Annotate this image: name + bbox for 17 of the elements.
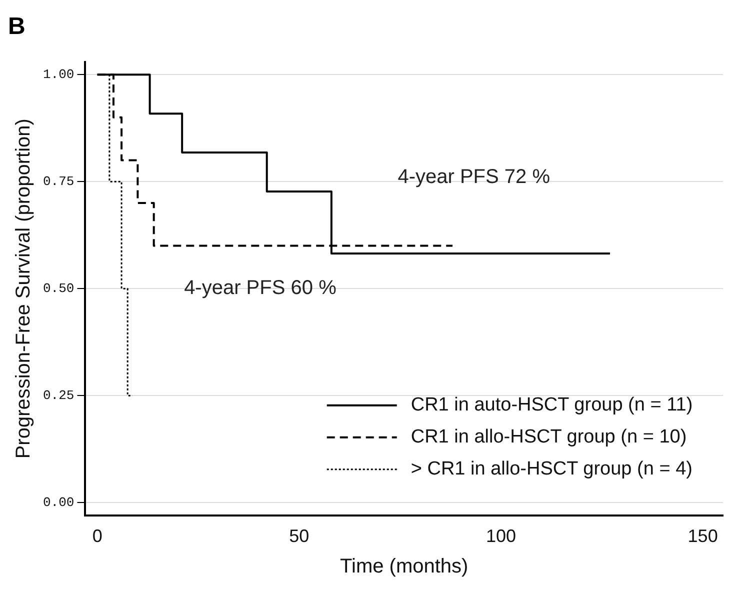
x-axis-title: Time (months) [340, 556, 468, 578]
annotation: 4-year PFS 60 % [184, 277, 337, 300]
y-tick-label: 0.00 [42, 495, 74, 510]
legend-label: > CR1 in allo-HSCT group (n = 4) [410, 458, 692, 480]
x-tick-label: 100 [486, 526, 516, 546]
y-tick-label: 0.25 [42, 388, 74, 404]
x-tick-label: 50 [289, 526, 310, 546]
x-tick-label: 0 [92, 526, 102, 546]
legend-label: CR1 in allo-HSCT group (n = 10) [410, 426, 687, 448]
y-tick-label: 0.50 [42, 281, 74, 296]
y-axis-title: Progression-Free Survival (proportion) [12, 118, 35, 459]
chart-title: B [8, 13, 26, 40]
y-tick-label: 1.00 [42, 67, 74, 82]
x-tick-label: 150 [688, 526, 718, 546]
annotation: 4-year PFS 72 % [398, 166, 550, 188]
legend-label: CR1 in auto-HSCT group (n = 11) [410, 394, 693, 416]
y-tick-label: 0.75 [42, 174, 74, 190]
